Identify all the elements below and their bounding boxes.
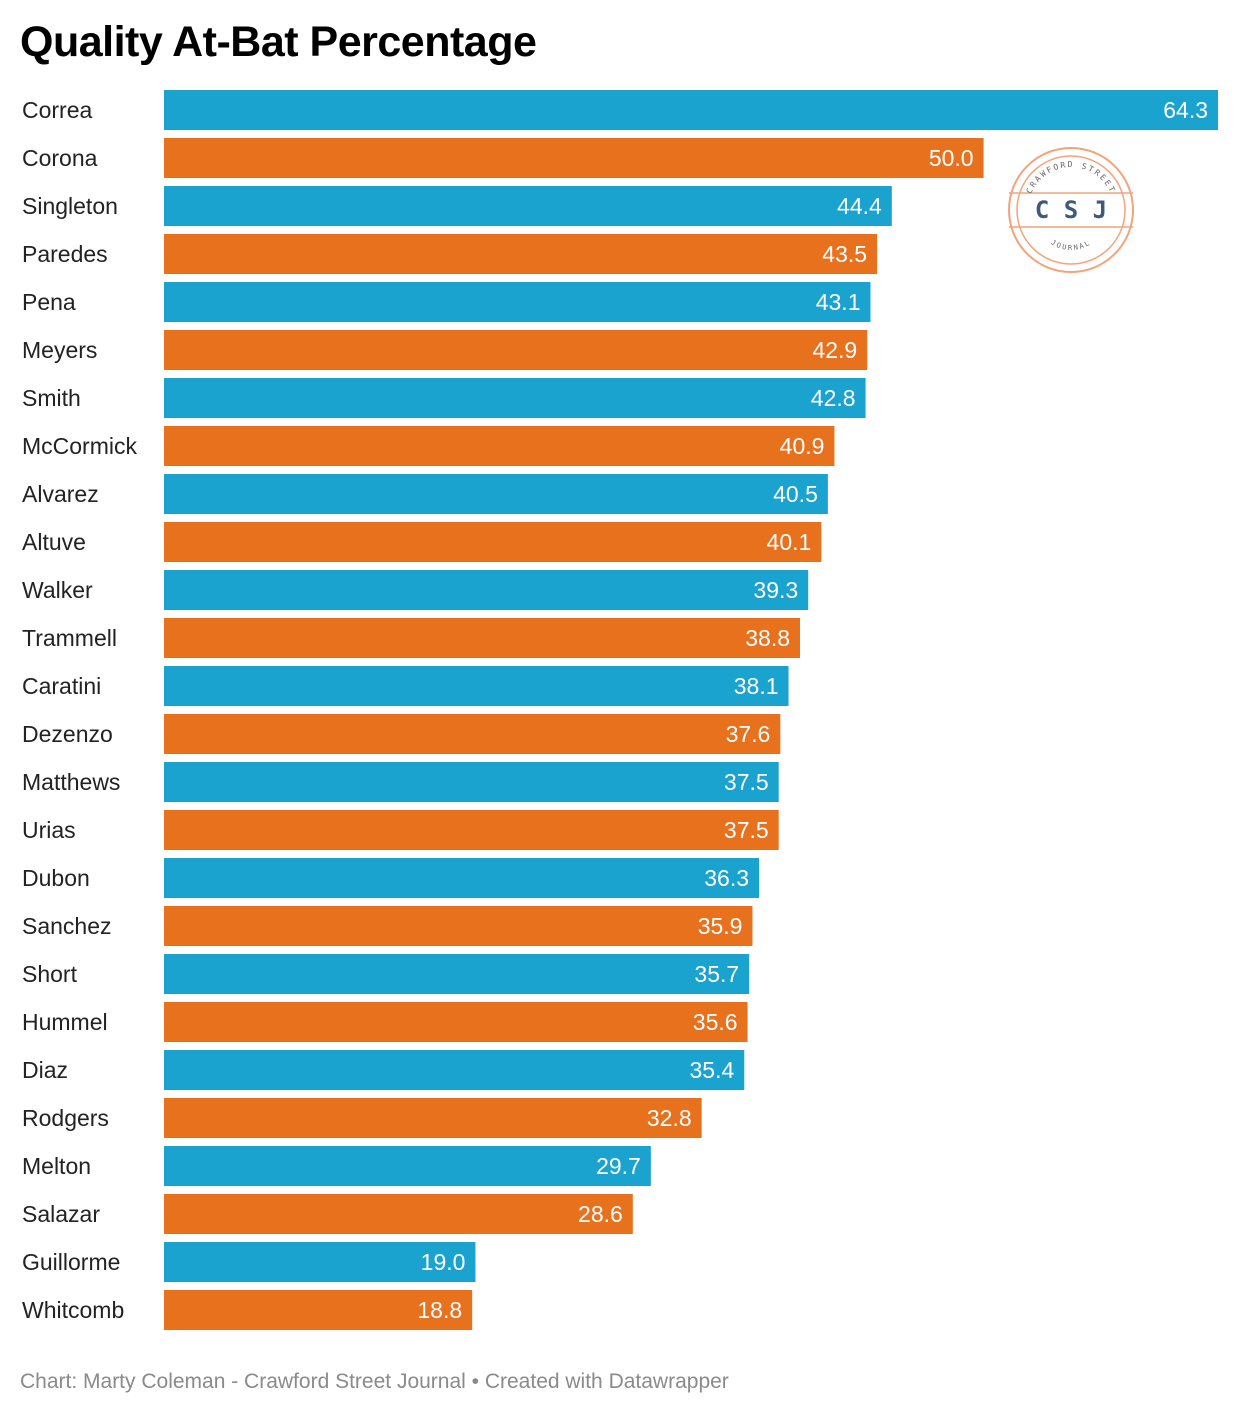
bar-walker xyxy=(164,570,809,610)
value-label-caratini: 38.1 xyxy=(734,673,779,699)
bar-salazar xyxy=(164,1194,633,1234)
bar-correa xyxy=(164,90,1218,130)
category-label-meyers: Meyers xyxy=(22,337,97,363)
value-label-smith: 42.8 xyxy=(811,385,856,411)
category-label-walker: Walker xyxy=(22,577,93,603)
chart-footer: Chart: Marty Coleman - Crawford Street J… xyxy=(20,1370,729,1393)
bar-melton xyxy=(164,1146,651,1186)
bar-rodgers xyxy=(164,1098,702,1138)
bar-diaz xyxy=(164,1050,745,1090)
value-label-singleton: 44.4 xyxy=(837,193,882,219)
category-label-rodgers: Rodgers xyxy=(22,1105,109,1131)
bar-matthews xyxy=(164,762,779,802)
value-label-whitcomb: 18.8 xyxy=(417,1297,462,1323)
value-label-paredes: 43.5 xyxy=(822,241,867,267)
bar-guillorme xyxy=(164,1242,476,1282)
category-label-dubon: Dubon xyxy=(22,865,90,891)
category-label-urias: Urias xyxy=(22,817,76,843)
category-label-hummel: Hummel xyxy=(22,1009,108,1035)
bar-sanchez xyxy=(164,906,753,946)
category-label-dezenzo: Dezenzo xyxy=(22,721,113,747)
bar-paredes xyxy=(164,234,878,274)
category-label-corona: Corona xyxy=(22,145,98,171)
category-label-correa: Correa xyxy=(22,97,93,123)
bar-caratini xyxy=(164,666,789,706)
category-label-diaz: Diaz xyxy=(22,1057,68,1083)
bar-corona xyxy=(164,138,984,178)
value-label-dubon: 36.3 xyxy=(704,865,749,891)
category-label-melton: Melton xyxy=(22,1153,91,1179)
bar-urias xyxy=(164,810,779,850)
category-label-pena: Pena xyxy=(22,289,76,315)
value-label-rodgers: 32.8 xyxy=(647,1105,692,1131)
category-label-sanchez: Sanchez xyxy=(22,913,112,939)
svg-text:CRAWFORD STREET: CRAWFORD STREET xyxy=(1025,160,1118,195)
value-label-short: 35.7 xyxy=(694,961,739,987)
value-label-urias: 37.5 xyxy=(724,817,769,843)
csj-logo: CRAWFORD STREET JOURNAL C S J xyxy=(1008,147,1134,273)
logo-bottom-text: JOURNAL xyxy=(1050,238,1091,252)
category-label-trammell: Trammell xyxy=(22,625,117,651)
value-label-salazar: 28.6 xyxy=(578,1201,623,1227)
value-label-mccormick: 40.9 xyxy=(780,433,825,459)
logo-top-text: CRAWFORD STREET xyxy=(1025,160,1116,195)
bar-altuve xyxy=(164,522,822,562)
bar-meyers xyxy=(164,330,868,370)
bar-trammell xyxy=(164,618,801,658)
bar-alvarez xyxy=(164,474,828,514)
value-label-sanchez: 35.9 xyxy=(698,913,743,939)
category-label-salazar: Salazar xyxy=(22,1201,100,1227)
bar-mccormick xyxy=(164,426,835,466)
category-label-smith: Smith xyxy=(22,385,81,411)
svg-text:JOURNAL: JOURNAL xyxy=(1050,238,1093,252)
value-label-corona: 50.0 xyxy=(929,145,974,171)
bar-short xyxy=(164,954,750,994)
category-label-paredes: Paredes xyxy=(22,241,108,267)
bar-hummel xyxy=(164,1002,748,1042)
value-label-dezenzo: 37.6 xyxy=(726,721,771,747)
value-label-pena: 43.1 xyxy=(816,289,861,315)
category-label-matthews: Matthews xyxy=(22,769,120,795)
category-label-altuve: Altuve xyxy=(22,529,86,555)
chart-title: Quality At-Bat Percentage xyxy=(20,18,537,66)
category-label-short: Short xyxy=(22,961,78,987)
value-label-guillorme: 19.0 xyxy=(421,1249,466,1275)
value-label-diaz: 35.4 xyxy=(690,1057,735,1083)
category-label-whitcomb: Whitcomb xyxy=(22,1297,124,1323)
value-label-alvarez: 40.5 xyxy=(773,481,818,507)
value-label-altuve: 40.1 xyxy=(767,529,812,555)
bar-dezenzo xyxy=(164,714,781,754)
logo-initials: C S J xyxy=(1035,196,1107,224)
category-label-guillorme: Guillorme xyxy=(22,1249,120,1275)
value-label-trammell: 38.8 xyxy=(745,625,790,651)
category-label-mccormick: McCormick xyxy=(22,433,137,459)
value-label-melton: 29.7 xyxy=(596,1153,641,1179)
value-label-walker: 39.3 xyxy=(753,577,798,603)
value-label-meyers: 42.9 xyxy=(812,337,857,363)
bar-smith xyxy=(164,378,866,418)
bar-singleton xyxy=(164,186,892,226)
bar-dubon xyxy=(164,858,760,898)
value-label-correa: 64.3 xyxy=(1163,97,1208,123)
value-label-hummel: 35.6 xyxy=(693,1009,738,1035)
category-label-alvarez: Alvarez xyxy=(22,481,99,507)
category-label-caratini: Caratini xyxy=(22,673,101,699)
bar-pena xyxy=(164,282,871,322)
category-label-singleton: Singleton xyxy=(22,193,118,219)
bar-whitcomb xyxy=(164,1290,473,1330)
value-label-matthews: 37.5 xyxy=(724,769,769,795)
